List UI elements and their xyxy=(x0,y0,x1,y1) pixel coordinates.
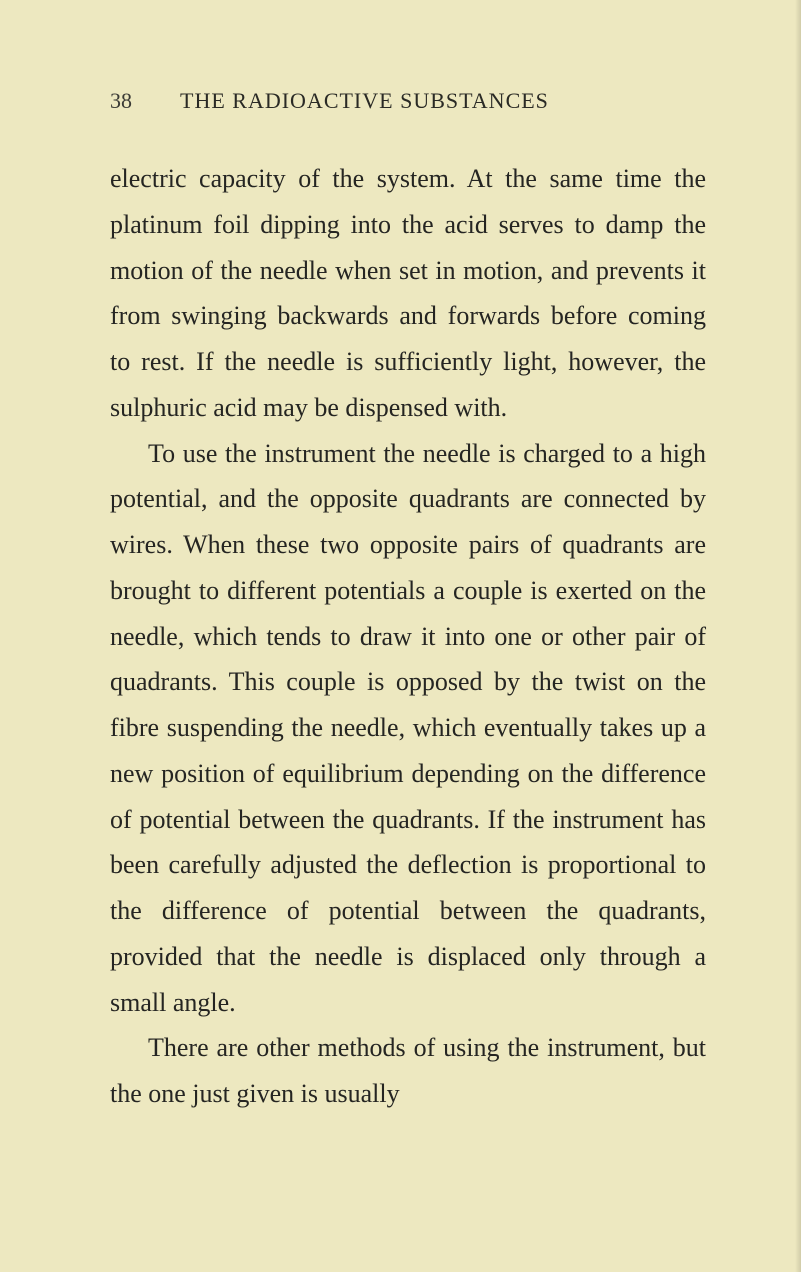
page-header: 38 THE RADIOACTIVE SUBSTANCES xyxy=(110,88,706,114)
page-number: 38 xyxy=(110,88,132,114)
page-edge-shadow xyxy=(795,0,801,1272)
paragraph-3: There are other methods of using the in­… xyxy=(110,1025,706,1117)
running-title: THE RADIOACTIVE SUBSTANCES xyxy=(180,88,549,114)
paragraph-2: To use the instrument the needle is char… xyxy=(110,431,706,1026)
paragraph-1: electric capacity of the system. At the … xyxy=(110,156,706,431)
body-text: electric capacity of the system. At the … xyxy=(110,156,706,1117)
